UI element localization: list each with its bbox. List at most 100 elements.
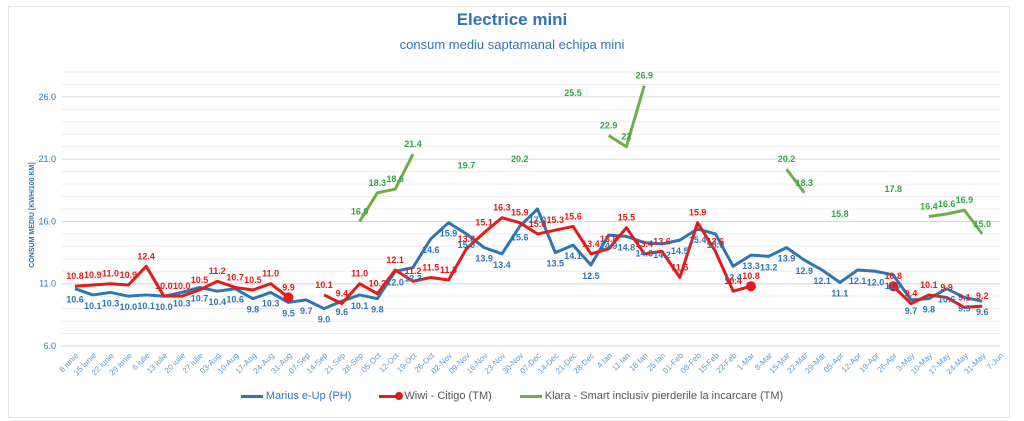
series-marius-value-label: 17.0 xyxy=(529,215,547,225)
series-marius-value-label: 13.9 xyxy=(778,254,796,264)
series-marius-value-label: 10.6 xyxy=(66,295,84,305)
series-wiwi-value-label: 15.6 xyxy=(564,211,582,221)
series-wiwi-value-label: 15.9 xyxy=(511,208,529,218)
y-axis: 6.0 11.0 16.0 21.0 26.0 xyxy=(38,92,1000,351)
series-klara-value-label: 22.9 xyxy=(600,121,618,131)
series-marius-value-label: 13.2 xyxy=(760,262,778,272)
series-marius-value-label: 9.9 xyxy=(958,303,971,313)
series-klara-value-label: 20.2 xyxy=(511,154,529,164)
series-klara-line xyxy=(607,85,646,149)
legend-swatch-blue xyxy=(240,394,263,398)
series-wiwi-value-label: 15.5 xyxy=(618,213,636,223)
series-wiwi-line xyxy=(323,216,752,306)
series-marius-value-label: 11.1 xyxy=(831,288,848,298)
series-marius-value-label: 14.2 xyxy=(653,250,671,260)
series-wiwi-value-label: 11.3 xyxy=(440,265,457,275)
y-tick-label: 26.0 xyxy=(38,92,56,102)
chart-subtitle: consum mediu saptamanal echipa mini xyxy=(399,37,625,52)
series-klara-value-label: 19.7 xyxy=(458,160,476,170)
x-tick-label: 18 Ian xyxy=(628,351,650,373)
series-wiwi-value-label: 11.0 xyxy=(351,269,368,279)
series-marius-value-label: 12.5 xyxy=(582,271,600,281)
x-tick-label: 1-Mar xyxy=(735,351,756,372)
series-klara-line xyxy=(785,168,806,194)
x-tick-label: 11 Ian xyxy=(610,351,632,373)
wiwi-marker xyxy=(283,292,294,303)
series-marius-value-label: 10.3 xyxy=(262,298,280,308)
series-klara-line xyxy=(928,208,984,235)
series-marius-value-label: 9.6 xyxy=(336,307,349,317)
series-klara-value-label: 25.5 xyxy=(564,88,582,98)
y-tick-label: 11.0 xyxy=(39,279,56,289)
series-wiwi-value-label: 15.0 xyxy=(529,219,547,229)
y-axis-label: CONSUM MEDIU [KWH/100 KM] xyxy=(29,162,36,267)
series-marius-value-label: 15.9 xyxy=(440,229,458,239)
series-marius-value-label: 9.8 xyxy=(247,305,260,315)
x-tick-label: 29-Mar xyxy=(803,351,828,376)
legend: Marius e-Up (PH) Wiwi - Citigo (TM) Klar… xyxy=(0,390,1024,402)
series-klara-value-label: 26.9 xyxy=(635,71,653,81)
series-wiwi-value-label: 13.8 xyxy=(600,234,618,244)
series-marius-value-label: 14.9 xyxy=(600,241,618,251)
series-wiwi-value-label: 10.5 xyxy=(244,275,262,285)
series-marius-value-label: 15.0 xyxy=(458,240,476,250)
series-marius-value-label: 9.7 xyxy=(905,306,918,316)
series-wiwi-line xyxy=(892,285,983,309)
series-marius-value-label: 9.5 xyxy=(282,308,295,318)
series-wiwi-value-label: 10.1 xyxy=(920,280,938,290)
chart-title: Electrice mini xyxy=(456,10,568,29)
series-marius-value-label: 12.1 xyxy=(813,276,831,286)
series-klara-value-label: 16.4 xyxy=(920,201,938,211)
legend-swatch-red xyxy=(379,391,404,400)
series-marius-value-label: 14.1 xyxy=(564,251,582,261)
series-klara-value-label: 22 xyxy=(621,132,631,142)
series-wiwi-value-label: 9.1 xyxy=(958,292,971,302)
series-wiwi-value-label: 10.4 xyxy=(724,276,742,286)
series-marius-value-label: 12.9 xyxy=(796,266,814,276)
series-wiwi-value-label: 9.9 xyxy=(282,282,295,292)
legend-label: Marius e-Up (PH) xyxy=(265,390,352,402)
legend-item-marius[interactable]: Marius e-Up (PH) xyxy=(240,390,352,402)
series-klara-value-label: 17.8 xyxy=(885,184,903,194)
series-marius-value-label: 9.0 xyxy=(318,315,331,325)
series-wiwi-value-label: 11.2 xyxy=(404,266,421,276)
series-marius-value-label: 13.5 xyxy=(547,259,565,269)
legend-label: Wiwi - Citigo (TM) xyxy=(404,390,492,402)
legend-label: Klara - Smart inclusiv pierderile la inc… xyxy=(544,390,784,402)
series-marius-value-label: 10.3 xyxy=(102,298,120,308)
series-wiwi-value-label: 15.9 xyxy=(689,208,707,218)
series-marius-value-label: 9.7 xyxy=(300,306,313,316)
series-marius-value-label: 9.6 xyxy=(976,307,989,317)
series-marius-value-label: 15.6 xyxy=(511,232,529,242)
series-wiwi-value-label: 10.8 xyxy=(742,271,760,281)
series-marius-value-label: 15.0 xyxy=(707,240,725,250)
legend-item-klara[interactable]: Klara - Smart inclusiv pierderile la inc… xyxy=(519,390,784,402)
series-marius-value-label: 13.4 xyxy=(493,260,511,270)
series-marius-value-label: 15.4 xyxy=(689,235,707,245)
series-wiwi-value-label: 11.0 xyxy=(262,269,279,279)
series-wiwi-value-label: 13.6 xyxy=(707,236,725,246)
series-wiwi-value-label: 11.5 xyxy=(671,263,688,273)
series-marius-value-label: 10.3 xyxy=(173,298,191,308)
series-marius-value-label: 9.8 xyxy=(371,305,384,315)
series-wiwi-value-label: 9.2 xyxy=(976,291,989,301)
series-wiwi-value-label: 10.8 xyxy=(66,271,84,281)
series-marius-value-label: 9.8 xyxy=(923,305,936,315)
series-marius-value-label: 10.0 xyxy=(120,302,138,312)
series-klara-value-label: 16.9 xyxy=(956,195,974,205)
wiwi-marker xyxy=(745,281,756,292)
series-marius-value-label: 12.1 xyxy=(849,276,867,286)
series-marius-value-label: 12.0 xyxy=(867,277,885,287)
series-wiwi-value-label: 12.1 xyxy=(386,255,404,265)
x-tick-label: 26-Apr xyxy=(875,351,899,375)
series-wiwi-value-label: 10.0 xyxy=(155,281,173,291)
series-marius-value-label: 10.6 xyxy=(938,295,956,305)
series-marius-value-label: 14.6 xyxy=(422,245,440,255)
series-marius-value-label: 10.1 xyxy=(84,301,102,311)
y-tick-label: 16.0 xyxy=(38,216,56,226)
series-wiwi-value-label: 11.0 xyxy=(102,269,119,279)
series-marius-value-label: 12.3 xyxy=(404,274,422,284)
legend-item-wiwi[interactable]: Wiwi - Citigo (TM) xyxy=(379,390,492,402)
series-klara-value-label: 18.3 xyxy=(796,178,814,188)
